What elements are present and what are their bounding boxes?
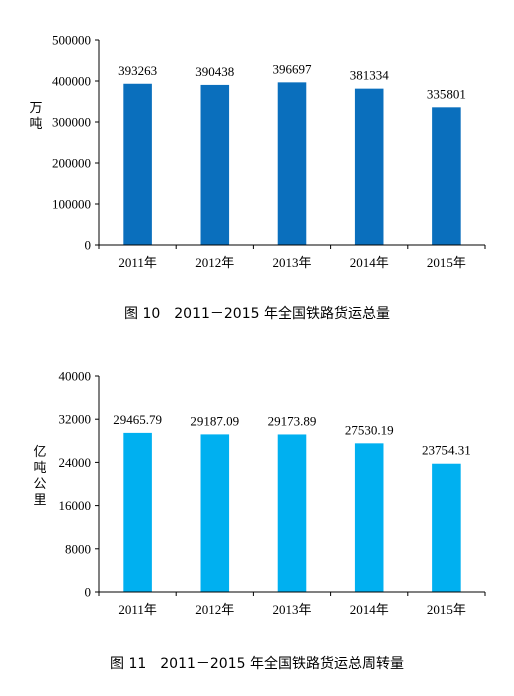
y-tick-label: 200000 bbox=[52, 156, 91, 171]
bar bbox=[123, 432, 152, 592]
x-tick-label: 2011年 bbox=[118, 255, 157, 270]
bar bbox=[277, 434, 307, 592]
bar bbox=[432, 463, 461, 592]
x-tick-label: 2015年 bbox=[427, 602, 466, 617]
bar bbox=[354, 443, 384, 592]
x-tick-label: 2015年 bbox=[427, 255, 466, 270]
data-label: 396697 bbox=[273, 61, 313, 76]
x-tick-label: 2014年 bbox=[350, 255, 389, 270]
bar bbox=[277, 82, 307, 245]
x-tick-label: 2012年 bbox=[195, 255, 234, 270]
chart-caption: 图 11 2011－2015 年全国铁路货运总周转量 bbox=[110, 655, 404, 672]
bar bbox=[354, 88, 384, 245]
chart-freight-volume: 0 100000 200000 300000 400000 500000 393263 39… bbox=[29, 33, 486, 322]
y-tick-label: 40000 bbox=[59, 369, 92, 384]
x-tick-label: 2012年 bbox=[195, 602, 234, 617]
bar bbox=[200, 434, 230, 592]
x-tick-label: 2014年 bbox=[350, 602, 389, 617]
y-tick-label: 0 bbox=[85, 238, 92, 253]
y-tick-label: 8000 bbox=[65, 541, 91, 556]
x-tick-label: 2011年 bbox=[118, 602, 157, 617]
y-axis-label: 万吨 bbox=[29, 101, 42, 132]
data-label: 381334 bbox=[350, 68, 390, 83]
bar bbox=[200, 84, 230, 246]
data-label: 29465.79 bbox=[113, 412, 162, 427]
bar bbox=[432, 107, 461, 245]
data-label: 29173.89 bbox=[268, 413, 317, 428]
x-tick-label: 2013年 bbox=[272, 255, 311, 270]
bar bbox=[123, 83, 152, 245]
y-tick-label: 32000 bbox=[59, 412, 92, 427]
chart-freight-turnover: 0 8000 16000 24000 32000 40000 29465.79 29187.… bbox=[33, 369, 486, 672]
y-tick-label: 24000 bbox=[59, 455, 92, 470]
data-label: 390438 bbox=[195, 64, 234, 79]
data-label: 23754.31 bbox=[422, 443, 471, 458]
x-tick-label: 2013年 bbox=[272, 602, 311, 617]
y-tick-label: 400000 bbox=[52, 74, 91, 89]
y-axis-label: 亿吨公里 bbox=[33, 445, 46, 508]
y-tick-label: 100000 bbox=[52, 197, 91, 212]
data-label: 335801 bbox=[427, 86, 466, 101]
y-tick-label: 0 bbox=[85, 585, 92, 600]
data-label: 29187.09 bbox=[190, 413, 239, 428]
y-tick-label: 300000 bbox=[52, 115, 91, 130]
data-label: 27530.19 bbox=[345, 422, 394, 437]
data-label: 393263 bbox=[118, 63, 157, 78]
y-tick-label: 16000 bbox=[59, 498, 92, 513]
chart-caption: 图 10 2011－2015 年全国铁路货运总量 bbox=[124, 305, 390, 322]
y-tick-label: 500000 bbox=[52, 33, 91, 48]
